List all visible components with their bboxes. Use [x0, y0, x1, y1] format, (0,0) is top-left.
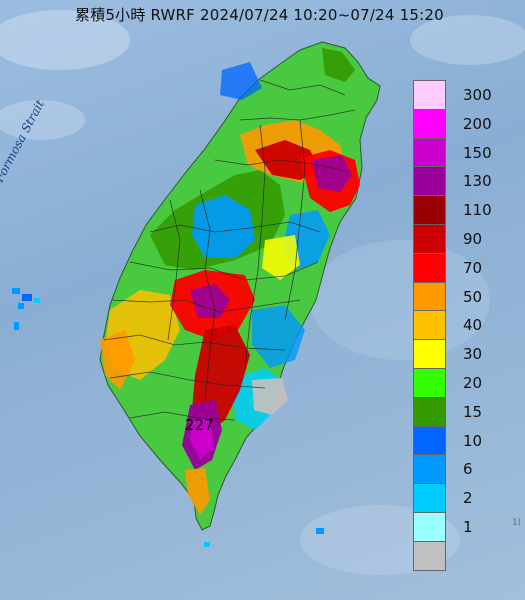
- admin-borders: [103, 79, 356, 421]
- legend-swatch: [413, 339, 446, 369]
- peak-value-label: 227: [185, 416, 214, 434]
- legend-label: 50: [463, 287, 483, 306]
- legend-label: 6: [463, 460, 473, 479]
- legend-swatch: [413, 540, 446, 571]
- legend-swatch: [413, 281, 446, 312]
- offshore-islands: [12, 288, 324, 547]
- legend-swatch: [413, 137, 446, 168]
- legend-label: 1: [463, 518, 473, 536]
- legend-label: 2: [463, 489, 473, 508]
- legend-label: 30: [463, 345, 483, 364]
- legend-label: 10: [463, 431, 483, 450]
- legend-label: 150: [463, 143, 492, 162]
- legend-label: 130: [463, 172, 492, 191]
- legend-swatch: [413, 195, 446, 225]
- color-legend: 300 200 150 130 110 90 70 50 40 30 20 15 10 6 2 1: [413, 80, 513, 571]
- legend-label: 90: [463, 230, 483, 248]
- rain-zones: [100, 48, 360, 515]
- legend-swatch: [413, 368, 446, 398]
- legend-label: 20: [463, 374, 483, 392]
- edge-label: 1(: [512, 518, 522, 528]
- map-title: 累積5小時 RWRF 2024/07/24 10:20~07/24 15:20: [75, 6, 444, 24]
- legend-swatch: [413, 454, 446, 485]
- legend-swatch: [413, 224, 446, 254]
- legend-swatch: [413, 483, 446, 513]
- legend-label: 70: [463, 258, 483, 277]
- legend-swatch: [413, 425, 446, 456]
- legend-swatch: [413, 166, 446, 197]
- legend-swatch: [413, 108, 446, 139]
- legend-label: 200: [463, 114, 492, 133]
- legend-swatch: [413, 80, 446, 110]
- legend-label: 110: [463, 201, 492, 220]
- legend-label: 40: [463, 316, 483, 335]
- legend-swatch: [413, 310, 446, 341]
- legend-swatch: [413, 252, 446, 283]
- legend-swatch: [413, 396, 446, 427]
- legend-label: 300: [463, 86, 492, 104]
- legend-swatch: [413, 512, 446, 542]
- legend-label: 15: [463, 402, 483, 421]
